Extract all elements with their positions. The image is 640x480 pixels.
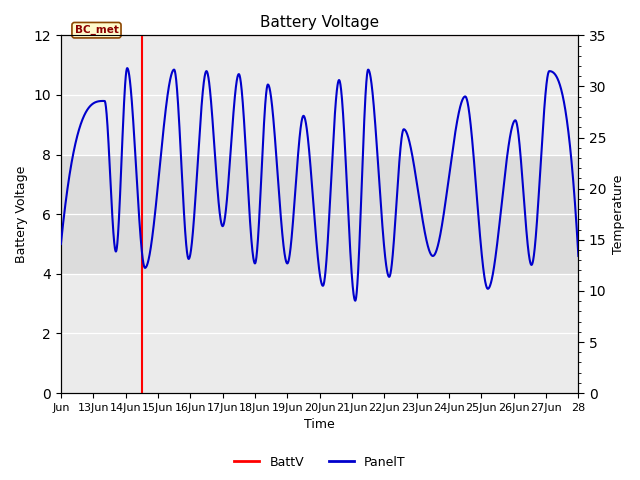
Text: BC_met: BC_met xyxy=(74,25,118,36)
Title: Battery Voltage: Battery Voltage xyxy=(260,15,380,30)
Y-axis label: Battery Voltage: Battery Voltage xyxy=(15,166,28,263)
X-axis label: Time: Time xyxy=(304,419,335,432)
Bar xyxy=(61,155,579,274)
Y-axis label: Temperature: Temperature xyxy=(612,175,625,254)
Legend: BattV, PanelT: BattV, PanelT xyxy=(229,451,411,474)
